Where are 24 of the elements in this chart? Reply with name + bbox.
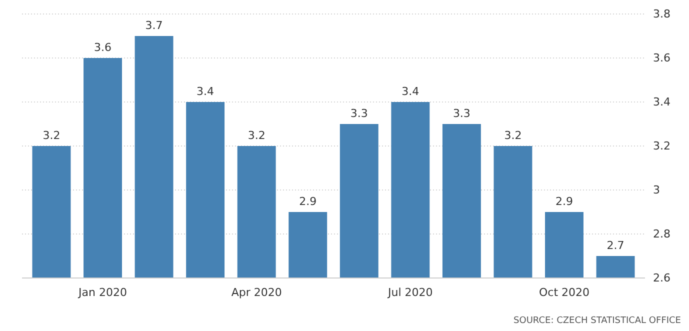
x-tick-label: Jul 2020 [387,286,433,299]
data-label: 3.3 [452,107,470,120]
y-tick-label: 3.8 [653,8,670,21]
data-label: 3.4 [196,85,214,98]
y-tick-label: 3.4 [653,96,670,109]
y-tick-label: 2.6 [653,272,670,285]
source-note: SOURCE: CZECH STATISTICAL OFFICE [514,316,682,326]
y-tick-label: 2.8 [653,228,670,241]
x-tick-label: Oct 2020 [538,286,590,299]
data-label: 3.7 [145,19,163,32]
y-tick-label: 3.2 [653,140,670,153]
data-label: 3.3 [350,107,368,120]
data-label: 2.9 [555,195,573,208]
data-label: 3.4 [402,85,420,98]
x-tick-label: Jan 2020 [78,286,127,299]
data-label: 2.7 [606,239,624,252]
y-tick-label: 3 [653,184,660,197]
y-tick-label: 3.6 [653,52,670,65]
data-label: 3.2 [42,129,60,142]
data-label: 3.6 [94,41,112,54]
data-label: 2.9 [299,195,317,208]
x-tick-label: Apr 2020 [231,286,282,299]
data-label: 3.2 [504,129,522,142]
data-label: 3.2 [248,129,266,142]
